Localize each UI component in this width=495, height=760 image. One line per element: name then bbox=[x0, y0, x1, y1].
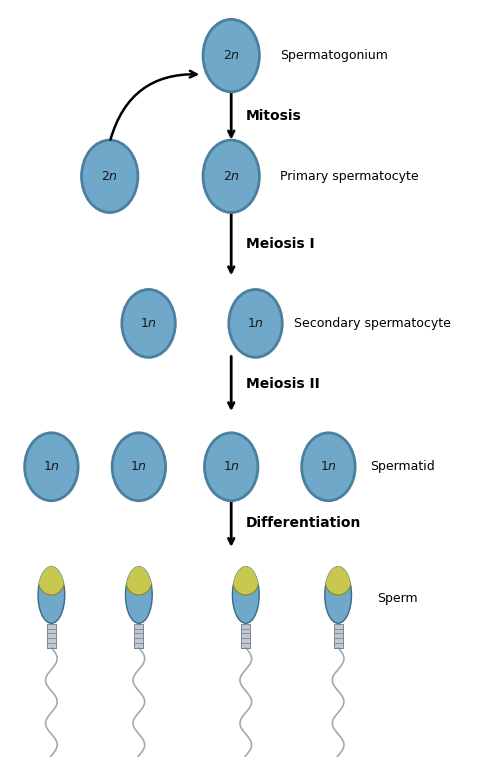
Text: 2$n$: 2$n$ bbox=[223, 169, 240, 183]
Text: Meiosis II: Meiosis II bbox=[246, 377, 320, 391]
Ellipse shape bbox=[229, 290, 282, 357]
Ellipse shape bbox=[301, 432, 355, 501]
Ellipse shape bbox=[233, 567, 259, 623]
FancyBboxPatch shape bbox=[135, 624, 143, 648]
Text: 1$n$: 1$n$ bbox=[43, 461, 60, 473]
Text: 1$n$: 1$n$ bbox=[130, 461, 148, 473]
Ellipse shape bbox=[82, 140, 138, 213]
Text: Meiosis I: Meiosis I bbox=[246, 237, 314, 252]
Text: 1$n$: 1$n$ bbox=[320, 461, 337, 473]
Text: 1$n$: 1$n$ bbox=[223, 461, 240, 473]
Ellipse shape bbox=[25, 432, 78, 501]
Ellipse shape bbox=[126, 567, 152, 623]
Text: Mitosis: Mitosis bbox=[246, 109, 301, 123]
Ellipse shape bbox=[204, 432, 258, 501]
Ellipse shape bbox=[112, 432, 166, 501]
FancyBboxPatch shape bbox=[47, 624, 56, 648]
Text: Sperm: Sperm bbox=[377, 592, 418, 605]
Ellipse shape bbox=[38, 565, 65, 595]
Text: 2$n$: 2$n$ bbox=[101, 169, 118, 183]
Ellipse shape bbox=[325, 565, 351, 595]
Text: Spermatogonium: Spermatogonium bbox=[280, 49, 388, 62]
Text: 2$n$: 2$n$ bbox=[223, 49, 240, 62]
Ellipse shape bbox=[126, 565, 152, 595]
Ellipse shape bbox=[122, 290, 175, 357]
Text: 1$n$: 1$n$ bbox=[247, 317, 264, 330]
Text: Spermatid: Spermatid bbox=[370, 461, 435, 473]
Text: Primary spermatocyte: Primary spermatocyte bbox=[280, 169, 418, 183]
FancyBboxPatch shape bbox=[334, 624, 343, 648]
Ellipse shape bbox=[38, 567, 65, 623]
Ellipse shape bbox=[325, 567, 351, 623]
Text: Differentiation: Differentiation bbox=[246, 516, 361, 530]
FancyBboxPatch shape bbox=[242, 624, 250, 648]
Text: 1$n$: 1$n$ bbox=[140, 317, 157, 330]
Ellipse shape bbox=[233, 565, 259, 595]
Ellipse shape bbox=[203, 19, 259, 92]
FancyArrowPatch shape bbox=[110, 71, 197, 140]
Ellipse shape bbox=[203, 140, 259, 213]
Text: Secondary spermatocyte: Secondary spermatocyte bbox=[295, 317, 451, 330]
